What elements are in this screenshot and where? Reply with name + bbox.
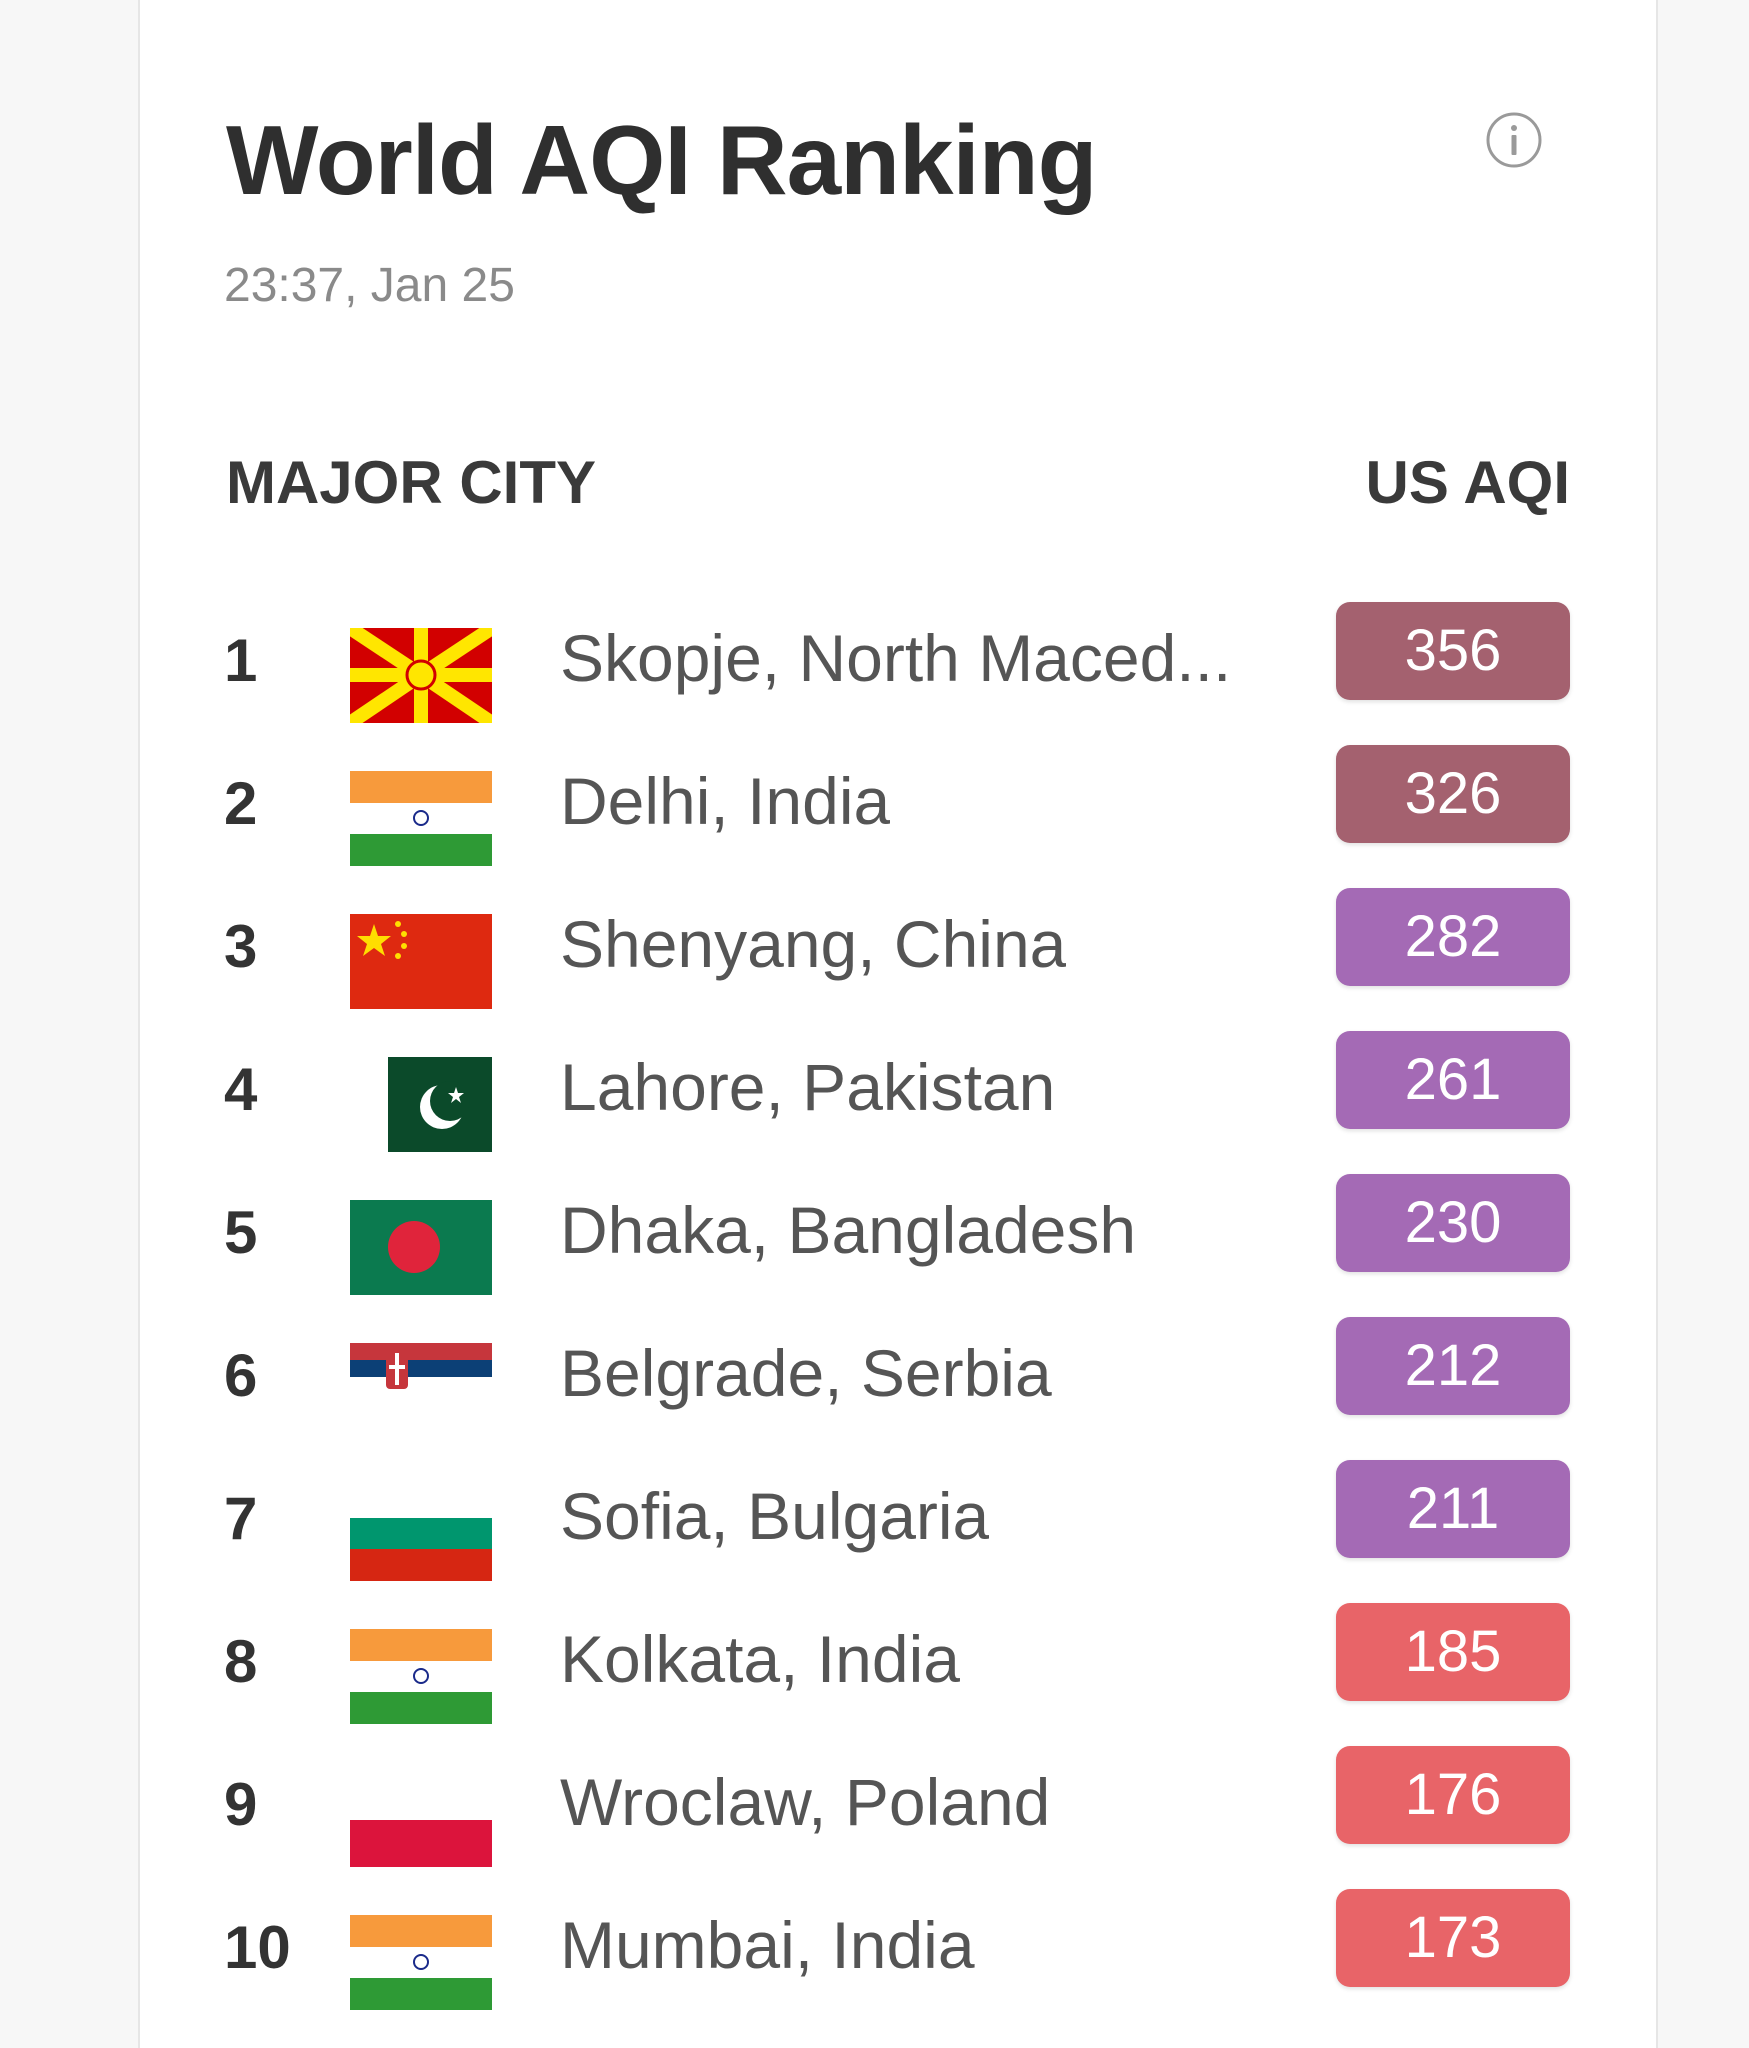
- rank-number: 8: [224, 1628, 258, 1695]
- city-name: Kolkata, India: [560, 1622, 960, 1696]
- city-name: Shenyang, China: [560, 907, 1067, 981]
- aqi-badge: 356: [1336, 602, 1570, 700]
- aqi-badge: 326: [1336, 745, 1570, 843]
- ranking-row[interactable]: 4 Lahore, Pakistan 261: [140, 1027, 1656, 1170]
- column-header-city: MAJOR CITY: [226, 449, 597, 516]
- india-flag-icon: [350, 1915, 492, 2010]
- city-name: Sofia, Bulgaria: [560, 1479, 990, 1553]
- aqi-badge: 212: [1336, 1317, 1570, 1415]
- city-name: Belgrade, Serbia: [560, 1336, 1052, 1410]
- aqi-badge: 173: [1336, 1889, 1570, 1987]
- ranking-row[interactable]: 6 Belgrade, Serbia 212: [140, 1313, 1656, 1456]
- city-name: Wroclaw, Poland: [560, 1765, 1051, 1839]
- rank-number: 6: [224, 1342, 258, 1409]
- rank-number: 4: [224, 1056, 258, 1123]
- ranking-list: 1 Skopje, North Maced... 356: [140, 598, 1656, 2028]
- aqi-badge: 230: [1336, 1174, 1570, 1272]
- city-name: Delhi, India: [560, 764, 891, 838]
- ranking-row[interactable]: 10 Mumbai, India 173: [140, 1885, 1656, 2028]
- ranking-row[interactable]: 1 Skopje, North Maced... 356: [140, 598, 1656, 741]
- pakistan-flag-icon: [388, 1057, 492, 1152]
- india-flag-icon: [350, 1629, 492, 1724]
- city-name: Skopje, North Maced...: [560, 621, 1232, 695]
- info-icon[interactable]: [1484, 110, 1544, 170]
- aqi-badge: 176: [1336, 1746, 1570, 1844]
- city-name: Dhaka, Bangladesh: [560, 1193, 1137, 1267]
- rank-number: 7: [224, 1485, 258, 1552]
- rank-number: 2: [224, 770, 258, 837]
- rank-number: 1: [224, 627, 258, 694]
- china-flag-icon: [350, 914, 492, 1009]
- bangladesh-flag-icon: [350, 1200, 492, 1295]
- rank-number: 5: [224, 1199, 258, 1266]
- rank-number: 9: [224, 1771, 258, 1838]
- bulgaria-flag-icon: [350, 1486, 492, 1581]
- city-name: Lahore, Pakistan: [560, 1050, 1056, 1124]
- aqi-badge: 211: [1336, 1460, 1570, 1558]
- aqi-badge: 185: [1336, 1603, 1570, 1701]
- column-header-aqi: US AQI: [1365, 449, 1570, 516]
- update-timestamp: 23:37, Jan 25: [224, 259, 515, 312]
- aqi-badge: 261: [1336, 1031, 1570, 1129]
- ranking-row[interactable]: 8 Kolkata, India 185: [140, 1599, 1656, 1742]
- ranking-row[interactable]: 9 Wroclaw, Poland 176: [140, 1742, 1656, 1885]
- serbia-flag-icon: [350, 1343, 492, 1394]
- ranking-row[interactable]: 3 Shenyang, China 282: [140, 884, 1656, 1027]
- page-title: World AQI Ranking: [226, 105, 1097, 215]
- ranking-row[interactable]: 2 Delhi, India 326: [140, 741, 1656, 884]
- ranking-row[interactable]: 5 Dhaka, Bangladesh 230: [140, 1170, 1656, 1313]
- aqi-badge: 282: [1336, 888, 1570, 986]
- rank-number: 3: [224, 913, 258, 980]
- india-flag-icon: [350, 771, 492, 866]
- north-macedonia-flag-icon: [350, 628, 492, 723]
- poland-flag-icon: [350, 1772, 492, 1867]
- ranking-row[interactable]: 7 Sofia, Bulgaria 211: [140, 1456, 1656, 1599]
- city-name: Mumbai, India: [560, 1908, 975, 1982]
- aqi-ranking-card: World AQI Ranking 23:37, Jan 25 MAJOR CI…: [138, 0, 1658, 2048]
- rank-number: 10: [224, 1914, 291, 1981]
